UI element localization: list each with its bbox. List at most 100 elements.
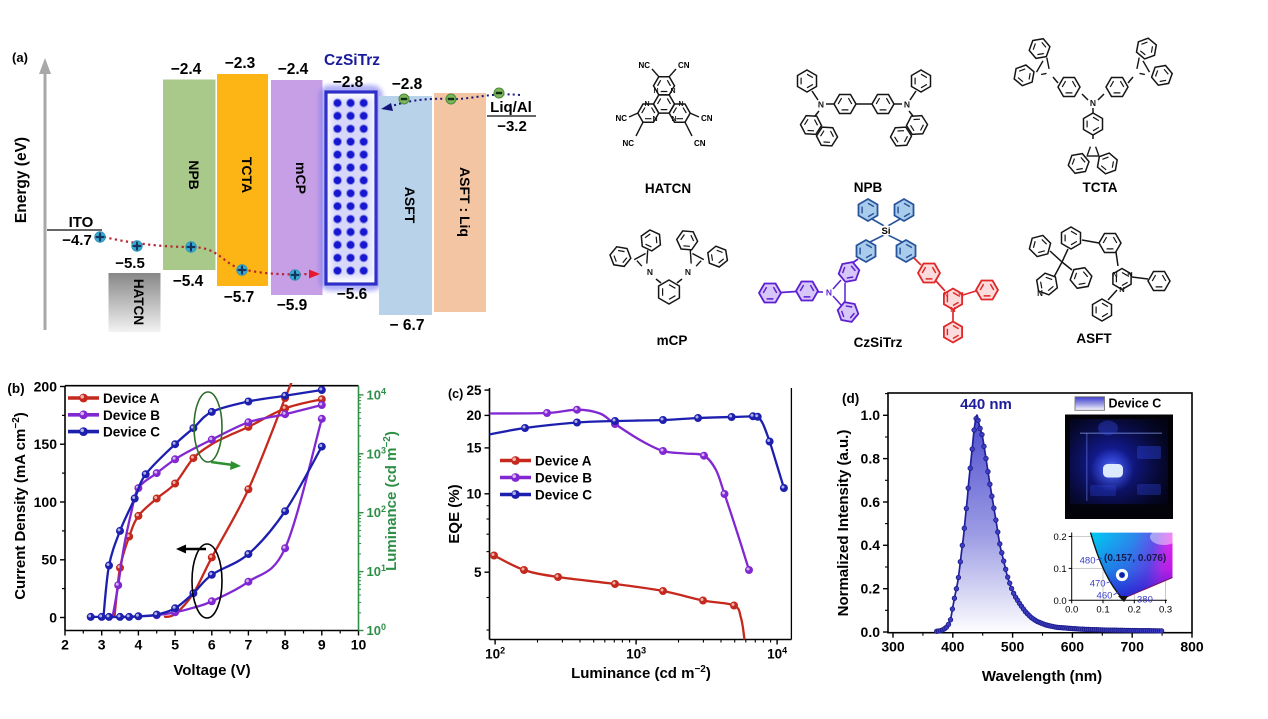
svg-text:Current Density (mA cm−2): Current Density (mA cm−2) [11, 412, 29, 600]
svg-text:N: N [647, 267, 653, 277]
svg-text:460: 460 [1097, 591, 1113, 602]
svg-text:0.2: 0.2 [1128, 604, 1141, 615]
svg-text:15: 15 [466, 441, 482, 456]
svg-text:1.0: 1.0 [861, 407, 881, 423]
svg-text:2: 2 [61, 637, 69, 653]
svg-text:3: 3 [98, 637, 106, 653]
svg-text:440 nm: 440 nm [960, 396, 1012, 413]
svg-text:480: 480 [1080, 556, 1096, 567]
svg-text:−2.8: −2.8 [333, 74, 364, 91]
svg-text:Liq/Al: Liq/Al [490, 99, 532, 116]
svg-text:CzSiTrz: CzSiTrz [854, 335, 903, 350]
svg-text:Device A: Device A [535, 454, 592, 469]
svg-text:0.2: 0.2 [1053, 532, 1066, 543]
svg-text:20: 20 [466, 408, 481, 423]
svg-text:0.8: 0.8 [861, 450, 881, 466]
svg-text:N: N [818, 100, 824, 110]
svg-text:0.1: 0.1 [1053, 564, 1066, 575]
svg-text:HATCN: HATCN [131, 279, 146, 325]
svg-text:N: N [644, 101, 649, 108]
svg-text:−2.4: −2.4 [278, 61, 309, 78]
svg-text:10: 10 [351, 637, 367, 653]
svg-text:380: 380 [1137, 595, 1153, 606]
svg-text:8: 8 [281, 637, 289, 653]
svg-text:200: 200 [34, 378, 58, 394]
svg-text:CN: CN [701, 114, 713, 123]
svg-text:−2.4: −2.4 [171, 61, 202, 78]
svg-text:0.0: 0.0 [1053, 596, 1066, 607]
svg-text:0.2: 0.2 [861, 581, 881, 597]
svg-text:N: N [904, 100, 910, 110]
svg-text:ASFT: ASFT [402, 187, 418, 224]
svg-text:(d): (d) [842, 391, 859, 406]
svg-text:9: 9 [318, 637, 326, 653]
svg-text:NPB: NPB [186, 160, 202, 190]
svg-text:Normalized Intensity (a.u.): Normalized Intensity (a.u.) [835, 430, 852, 617]
svg-text:Luminance (cd m−2): Luminance (cd m−2) [382, 431, 400, 571]
svg-text:−5.5: −5.5 [115, 255, 145, 272]
svg-text:NC: NC [638, 61, 650, 70]
svg-text:5: 5 [171, 637, 179, 653]
svg-text:Device A: Device A [103, 391, 160, 406]
svg-text:400: 400 [941, 639, 965, 655]
svg-text:N: N [1037, 289, 1043, 298]
svg-text:0.0: 0.0 [1065, 604, 1078, 615]
svg-text:Device C: Device C [103, 425, 160, 440]
svg-text:EQE (%): EQE (%) [446, 484, 463, 543]
svg-text:5: 5 [474, 565, 482, 580]
svg-text:ASFT: ASFT [1076, 331, 1112, 346]
svg-text:Device B: Device B [103, 408, 160, 423]
svg-text:mCP: mCP [657, 333, 688, 348]
svg-text:Device B: Device B [535, 471, 592, 486]
svg-text:0.0: 0.0 [861, 624, 881, 640]
svg-text:50: 50 [41, 552, 57, 568]
svg-text:100: 100 [34, 494, 58, 510]
svg-text:(a): (a) [12, 50, 28, 65]
svg-text:N: N [1090, 98, 1096, 108]
svg-text:150: 150 [34, 436, 58, 452]
svg-text:−2.3: −2.3 [225, 55, 256, 72]
svg-text:NC: NC [615, 114, 627, 123]
svg-text:470: 470 [1090, 579, 1106, 590]
svg-text:TCTA: TCTA [1083, 180, 1118, 195]
svg-text:Device C: Device C [1109, 397, 1162, 411]
svg-text:N: N [943, 290, 948, 299]
svg-text:NC: NC [622, 139, 634, 148]
svg-text:mCP: mCP [293, 162, 309, 194]
svg-text:0.6: 0.6 [861, 494, 881, 510]
svg-text:−3.2: −3.2 [497, 118, 527, 135]
svg-text:N: N [1119, 285, 1124, 294]
svg-text:N: N [678, 101, 683, 108]
svg-text:N: N [1112, 270, 1117, 279]
svg-text:N: N [958, 290, 963, 299]
svg-text:HATCN: HATCN [645, 181, 691, 196]
svg-text:6: 6 [208, 637, 216, 653]
svg-text:0: 0 [49, 609, 57, 625]
svg-text:CzSiTrz: CzSiTrz [324, 52, 380, 69]
svg-text:800: 800 [1180, 639, 1204, 655]
svg-text:700: 700 [1121, 639, 1145, 655]
svg-text:0.1: 0.1 [1096, 604, 1109, 615]
svg-text:−5.9: −5.9 [277, 297, 308, 314]
svg-text:N: N [1127, 270, 1132, 279]
svg-text:300: 300 [881, 639, 905, 655]
svg-text:−5.7: −5.7 [224, 289, 255, 306]
svg-text:0.3: 0.3 [1159, 604, 1172, 615]
svg-text:4: 4 [135, 637, 143, 653]
svg-text:25: 25 [466, 383, 482, 398]
svg-text:500: 500 [1001, 639, 1025, 655]
svg-text:(c): (c) [448, 387, 463, 401]
svg-text:CN: CN [694, 139, 706, 148]
svg-text:(b): (b) [7, 381, 24, 396]
svg-text:N: N [670, 88, 675, 95]
svg-text:NPB: NPB [854, 180, 883, 195]
svg-text:Luminance (cd m−2): Luminance (cd m−2) [571, 664, 711, 682]
svg-text:− 6.7: − 6.7 [390, 317, 425, 334]
svg-text:TCTA: TCTA [239, 157, 255, 193]
svg-text:N: N [826, 288, 832, 298]
svg-text:ASFT : Liq: ASFT : Liq [457, 167, 473, 237]
svg-text:−5.6: −5.6 [337, 286, 368, 303]
svg-text:−4.7: −4.7 [62, 232, 92, 249]
svg-text:N: N [950, 305, 955, 314]
svg-text:N: N [653, 88, 658, 95]
